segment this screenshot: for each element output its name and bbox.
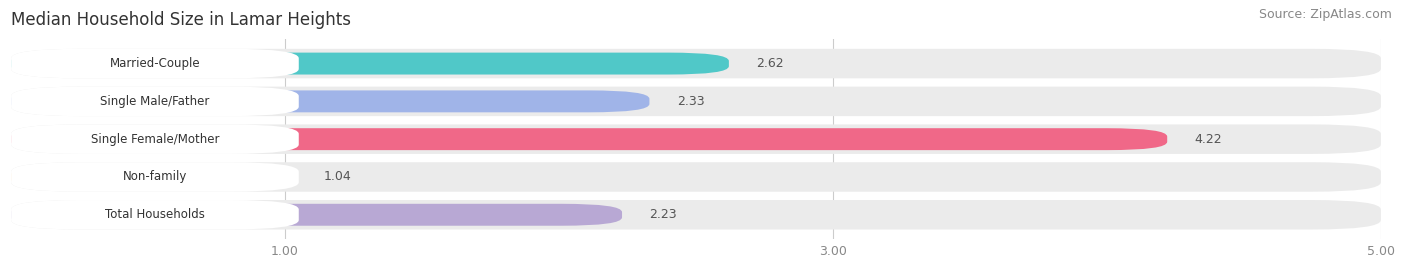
FancyBboxPatch shape <box>11 53 728 75</box>
FancyBboxPatch shape <box>11 128 1167 150</box>
Text: 4.22: 4.22 <box>1195 133 1222 146</box>
FancyBboxPatch shape <box>11 200 1381 229</box>
Text: 2.33: 2.33 <box>676 95 704 108</box>
Text: Total Households: Total Households <box>105 208 205 221</box>
FancyBboxPatch shape <box>11 200 298 229</box>
Text: Single Male/Father: Single Male/Father <box>100 95 209 108</box>
Text: Single Female/Mother: Single Female/Mother <box>91 133 219 146</box>
FancyBboxPatch shape <box>11 204 621 226</box>
Text: Source: ZipAtlas.com: Source: ZipAtlas.com <box>1258 8 1392 21</box>
FancyBboxPatch shape <box>11 87 298 116</box>
Text: Non-family: Non-family <box>122 171 187 183</box>
Text: 1.04: 1.04 <box>323 171 352 183</box>
FancyBboxPatch shape <box>11 90 650 112</box>
Text: Married-Couple: Married-Couple <box>110 57 200 70</box>
Text: Median Household Size in Lamar Heights: Median Household Size in Lamar Heights <box>11 11 352 29</box>
Text: 2.23: 2.23 <box>650 208 678 221</box>
FancyBboxPatch shape <box>11 162 1381 192</box>
FancyBboxPatch shape <box>11 125 298 154</box>
FancyBboxPatch shape <box>11 49 1381 78</box>
FancyBboxPatch shape <box>11 87 1381 116</box>
FancyBboxPatch shape <box>11 162 298 192</box>
FancyBboxPatch shape <box>11 49 298 78</box>
FancyBboxPatch shape <box>11 166 297 188</box>
Text: 2.62: 2.62 <box>756 57 785 70</box>
FancyBboxPatch shape <box>11 125 1381 154</box>
